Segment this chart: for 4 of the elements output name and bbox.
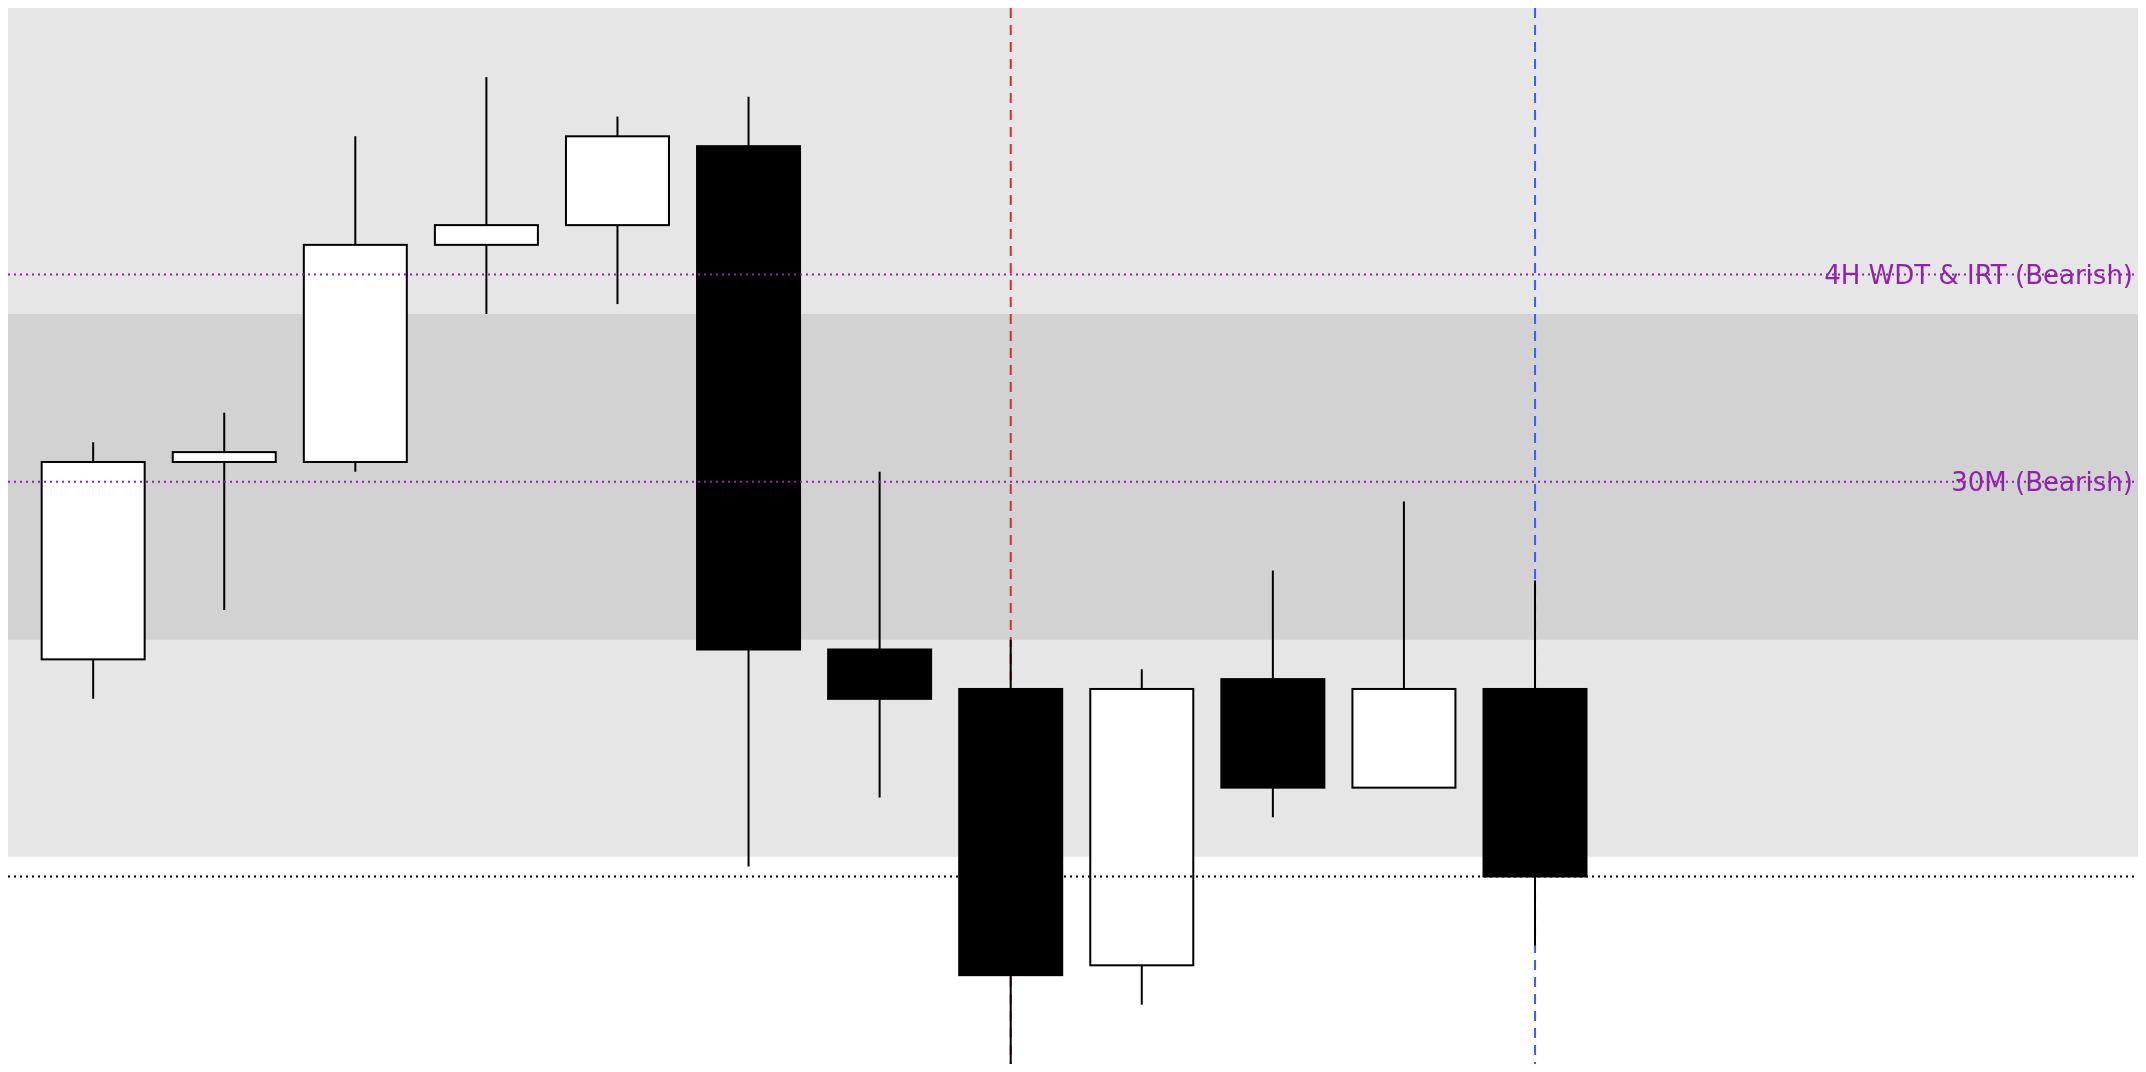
ref-line-label: 30M (Bearish) [1951,466,2133,497]
candlestick [433,76,539,315]
candlestick [171,411,277,612]
ref-line-label: 4H WDT & IRT (Bearish) [1824,259,2133,290]
